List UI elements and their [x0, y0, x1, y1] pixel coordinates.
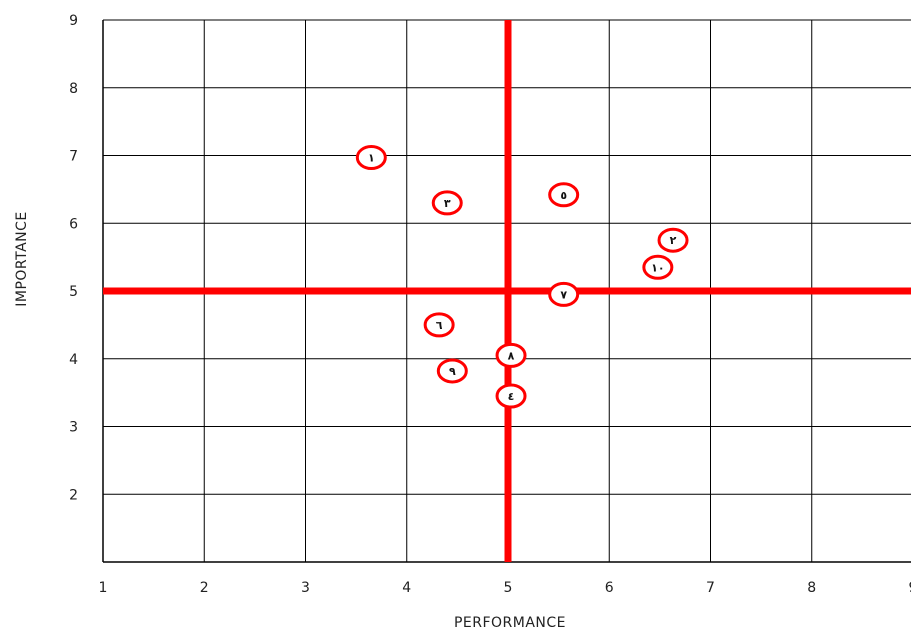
x-tick-label: 4 — [402, 580, 411, 596]
data-point-marker — [642, 254, 674, 280]
data-point: ١٠ — [642, 254, 674, 280]
data-point-marker — [431, 190, 463, 216]
data-point: ٧ — [548, 281, 580, 307]
data-point-marker — [657, 227, 689, 253]
y-axis-ticks: 2 3 4 5 6 7 8 9 — [69, 13, 78, 503]
data-point: ٩ — [436, 358, 468, 384]
y-tick-label: 9 — [69, 13, 78, 29]
data-point: ١ — [355, 145, 387, 171]
data-point-label: ٤ — [508, 390, 515, 403]
x-tick-label: 5 — [504, 580, 513, 596]
data-point: ٤ — [495, 383, 527, 409]
x-tick-label: 2 — [200, 580, 209, 596]
y-tick-label: 5 — [69, 284, 78, 300]
data-point-marker — [423, 312, 455, 338]
data-point: ٣ — [431, 190, 463, 216]
data-point-marker — [355, 145, 387, 171]
x-tick-label: 6 — [605, 580, 614, 596]
data-point-label: ١ — [368, 152, 375, 165]
data-point-label: ٥ — [560, 189, 567, 202]
data-point-label: ١٠ — [651, 261, 664, 274]
y-tick-label: 6 — [69, 216, 78, 232]
data-point-label: ٨ — [508, 349, 515, 362]
data-point-marker — [548, 182, 580, 208]
data-point-label: ٩ — [449, 365, 456, 378]
x-axis-label: PERFORMANCE — [454, 615, 566, 631]
y-tick-label: 4 — [69, 352, 78, 368]
data-point: ٢ — [657, 227, 689, 253]
y-tick-label: 2 — [69, 487, 78, 503]
x-tick-label: 9 — [909, 580, 911, 596]
x-tick-label: 1 — [99, 580, 108, 596]
y-axis-label: IMPORTANCE — [14, 211, 30, 307]
data-point-label: ٢ — [670, 234, 677, 247]
y-tick-label: 8 — [69, 81, 78, 97]
data-point-marker — [436, 358, 468, 384]
data-point-marker — [495, 383, 527, 409]
x-tick-label: 3 — [301, 580, 310, 596]
data-point: ٨ — [495, 342, 527, 368]
quadrant-lines — [103, 20, 911, 562]
data-point-marker — [495, 342, 527, 368]
data-point-marker — [548, 281, 580, 307]
x-tick-label: 7 — [706, 580, 715, 596]
x-axis-ticks: 1 2 3 4 5 6 7 8 9 — [99, 580, 911, 596]
data-point-label: ٧ — [560, 288, 567, 301]
data-point: ٥ — [548, 182, 580, 208]
y-tick-label: 3 — [69, 420, 78, 436]
data-point-label: ٦ — [436, 319, 443, 332]
data-points: ١ ٣ ٥ ٢ ١٠ ٧ ٦ ٨ ٩ ٤ — [355, 145, 689, 409]
data-point-label: ٣ — [444, 197, 451, 210]
x-tick-label: 8 — [807, 580, 816, 596]
y-tick-label: 7 — [69, 149, 78, 165]
data-point: ٦ — [423, 312, 455, 338]
